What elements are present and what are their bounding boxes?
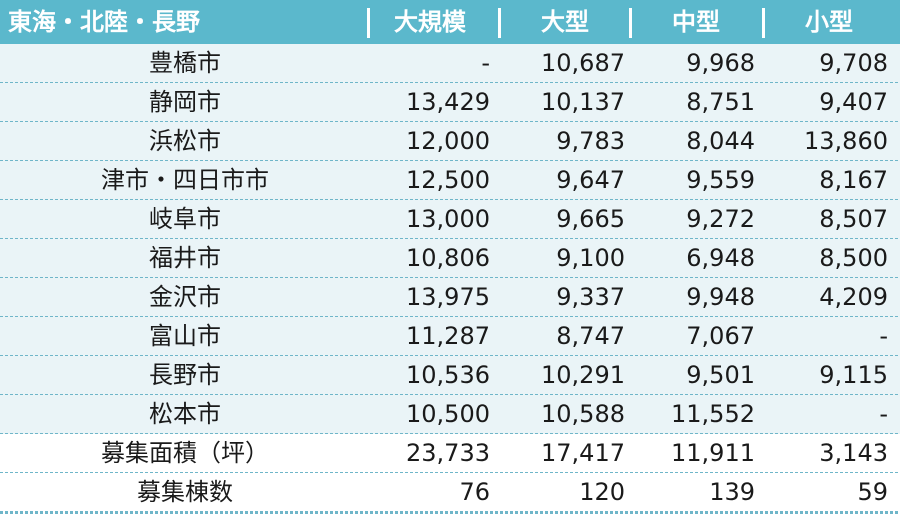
header-separator [367,8,370,38]
cell-small: - [879,400,888,428]
cell-large: 10,137 [541,88,625,116]
table-row: 長野市 10,536 10,291 9,501 9,115 [0,356,900,397]
cell-medium: 6,948 [686,244,755,272]
cell-medium: 11,911 [671,439,755,467]
cell-large: 9,647 [556,166,625,194]
table-row: 福井市 10,806 9,100 6,948 8,500 [0,239,900,280]
table-row: 富山市 11,287 8,747 7,067 - [0,317,900,358]
cell-large: 9,665 [556,205,625,233]
row-city: 富山市 [149,322,221,350]
row-city: 津市・四日市市 [101,166,269,194]
cell-small: 4,209 [819,283,888,311]
cell-large: 10,588 [541,400,625,428]
table-row: 岐阜市 13,000 9,665 9,272 8,507 [0,200,900,241]
cell-medium: 9,559 [686,166,755,194]
row-label-count: 募集棟数 [137,478,233,506]
cell-small: 8,500 [819,244,888,272]
cell-medium: 7,067 [686,322,755,350]
cell-medium: 9,501 [686,361,755,389]
cell-medium: 9,948 [686,283,755,311]
cell-small: 8,507 [819,205,888,233]
cell-small: 13,860 [804,127,888,155]
table-row: 静岡市 13,429 10,137 8,751 9,407 [0,83,900,124]
cell-large-scale: - [481,49,490,77]
header-col-large-scale: 大規模 [394,8,466,36]
header-col-large: 大型 [541,8,589,36]
table-header: 東海・北陸・長野 大規模 大型 中型 小型 [0,0,900,44]
row-city: 静岡市 [149,88,221,116]
cell-small: 3,143 [819,439,888,467]
row-city: 岐阜市 [149,205,221,233]
header-separator [498,8,501,38]
cell-large-scale: 10,806 [406,244,490,272]
cell-small: 9,708 [819,49,888,77]
cell-large: 9,337 [556,283,625,311]
cell-medium: 9,968 [686,49,755,77]
cell-large-scale: 76 [459,478,490,506]
cell-small: - [879,322,888,350]
cell-large-scale: 23,733 [406,439,490,467]
table-row: 豊橋市 - 10,687 9,968 9,708 [0,44,900,85]
cell-medium: 11,552 [671,400,755,428]
table-row: 金沢市 13,975 9,337 9,948 4,209 [0,278,900,319]
cell-large: 120 [579,478,625,506]
cell-large: 9,100 [556,244,625,272]
row-label-area: 募集面積（坪） [101,439,269,467]
table-row-total-area: 募集面積（坪） 23,733 17,417 11,911 3,143 [0,434,900,475]
row-city: 松本市 [149,400,221,428]
cell-small: 9,407 [819,88,888,116]
header-col-small: 小型 [805,8,853,36]
cell-large-scale: 12,000 [406,127,490,155]
header-separator [629,8,632,38]
cell-medium: 8,751 [686,88,755,116]
table-row: 松本市 10,500 10,588 11,552 - [0,395,900,436]
table-row-building-count: 募集棟数 76 120 139 59 [0,473,900,514]
cell-medium: 139 [709,478,755,506]
row-divider [0,511,900,514]
cell-large-scale: 13,429 [406,88,490,116]
header-region: 東海・北陸・長野 [8,8,200,36]
cell-small: 9,115 [819,361,888,389]
cell-large-scale: 13,000 [406,205,490,233]
cell-large-scale: 12,500 [406,166,490,194]
cell-large-scale: 13,975 [406,283,490,311]
cell-small: 8,167 [819,166,888,194]
cell-large: 10,687 [541,49,625,77]
table-row: 津市・四日市市 12,500 9,647 9,559 8,167 [0,161,900,202]
cell-large: 9,783 [556,127,625,155]
row-city: 長野市 [149,361,221,389]
cell-medium: 9,272 [686,205,755,233]
row-city: 豊橋市 [149,49,221,77]
cell-large-scale: 10,500 [406,400,490,428]
cell-large-scale: 11,287 [406,322,490,350]
cell-large: 10,291 [541,361,625,389]
cell-large: 17,417 [541,439,625,467]
row-city: 浜松市 [149,127,221,155]
cell-small: 59 [857,478,888,506]
cell-large: 8,747 [556,322,625,350]
header-separator [762,8,765,38]
header-col-medium: 中型 [672,8,720,36]
cell-medium: 8,044 [686,127,755,155]
row-city: 金沢市 [149,283,221,311]
cell-large-scale: 10,536 [406,361,490,389]
row-city: 福井市 [149,244,221,272]
table-row: 浜松市 12,000 9,783 8,044 13,860 [0,122,900,163]
